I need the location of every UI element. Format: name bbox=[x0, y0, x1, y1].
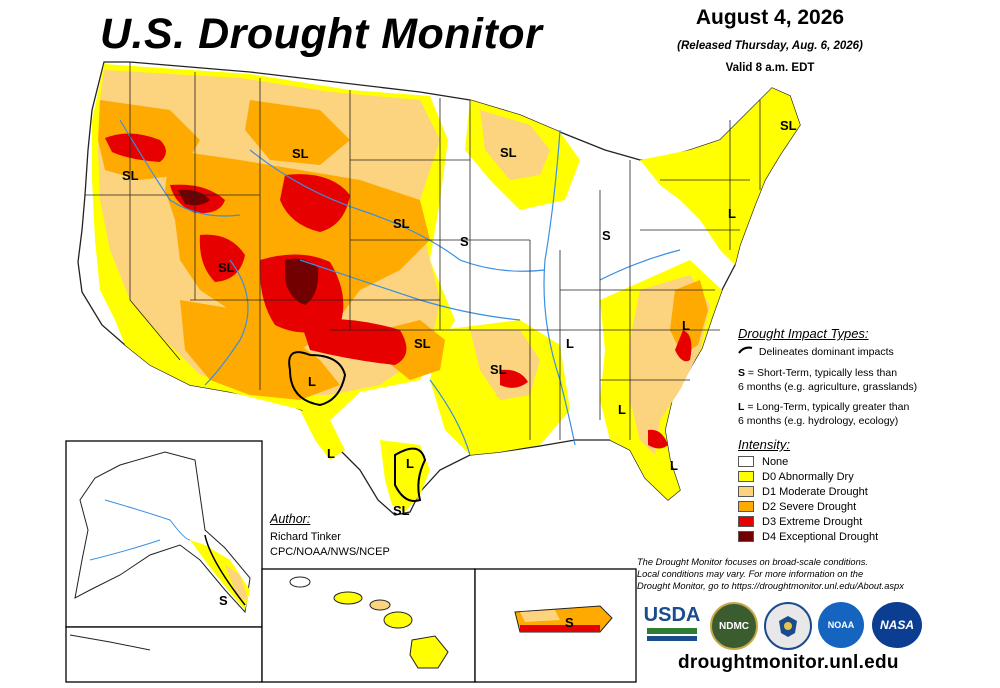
label-s-plains: S bbox=[460, 234, 469, 249]
short-term-key: S bbox=[738, 367, 746, 379]
intensity-legend-item: D1 Moderate Drought bbox=[738, 485, 868, 498]
map-title: U.S. Drought Monitor bbox=[100, 10, 543, 58]
long-term-key: L bbox=[738, 401, 745, 413]
usda-logo: USDA bbox=[643, 602, 701, 644]
intensity-swatch bbox=[738, 501, 754, 512]
label-l-florida: L bbox=[670, 458, 678, 473]
disclaimer-line2: Local conditions may vary. For more info… bbox=[637, 569, 864, 579]
label-sl-oklahoma: SL bbox=[414, 336, 431, 351]
d2-carolina bbox=[670, 280, 708, 355]
d3-florida bbox=[648, 429, 668, 449]
label-l-texas-west: L bbox=[308, 374, 316, 389]
ndmc-logo-text: NDMC bbox=[719, 620, 749, 632]
label-sl-michigan: SL bbox=[500, 145, 517, 160]
intensity-label: D4 Exceptional Drought bbox=[762, 530, 879, 543]
label-l-texas-border: L bbox=[327, 446, 335, 461]
map-date: August 4, 2026 bbox=[695, 6, 845, 29]
site-url[interactable]: droughtmonitor.unl.edu bbox=[678, 652, 899, 673]
impact-delineate-text: Delineates dominant impacts bbox=[758, 346, 894, 358]
intensity-swatch bbox=[738, 456, 754, 467]
intensity-label: D3 Extreme Drought bbox=[762, 515, 863, 528]
d3-areas bbox=[105, 133, 692, 449]
impact-line-icon bbox=[738, 345, 756, 359]
intensity-legend-item: D3 Extreme Drought bbox=[738, 515, 862, 528]
label-sl-oregon: SL bbox=[122, 168, 139, 183]
impact-labels: SL SL SL S SL SL SL L L L SL SL S SL L L… bbox=[122, 118, 797, 518]
d0-texas-coast bbox=[380, 440, 430, 512]
d1-great-lakes bbox=[480, 110, 550, 180]
puerto-rico-map: S bbox=[514, 605, 613, 633]
label-sl-arkansas: SL bbox=[490, 362, 507, 377]
noaa-logo: NOAA bbox=[818, 602, 864, 648]
long-term-text2: 6 months (e.g. hydrology, ecology) bbox=[738, 415, 899, 427]
disclaimer-line3: Drought Monitor, go to https://droughtmo… bbox=[637, 581, 904, 591]
impact-short-term: S = Short-Term, typically less than 6 mo… bbox=[738, 366, 917, 394]
author-org: CPC/NOAA/NWS/NCEP bbox=[270, 546, 390, 558]
d3-carolina-coast bbox=[675, 330, 692, 362]
author-title: Author: bbox=[270, 512, 311, 526]
d3-wyoming bbox=[280, 174, 350, 232]
d3-nevada bbox=[199, 234, 245, 282]
label-sl-dakotas: SL bbox=[393, 216, 410, 231]
label-l-northeast: L bbox=[728, 206, 736, 221]
valid-time: Valid 8 a.m. EDT bbox=[725, 62, 815, 74]
intensity-swatch bbox=[738, 486, 754, 497]
intensity-swatch bbox=[738, 531, 754, 542]
intensity-label: D0 Abnormally Dry bbox=[762, 470, 854, 483]
state-boundaries bbox=[85, 62, 761, 440]
impact-types-title: Drought Impact Types: bbox=[738, 326, 869, 341]
d2-montana bbox=[245, 100, 350, 165]
usda-logo-text: USDA bbox=[643, 604, 701, 626]
doc-seal-logo bbox=[764, 602, 812, 650]
nasa-logo: NASA bbox=[872, 602, 922, 648]
d0-texas-west bbox=[300, 410, 345, 460]
release-date: (Released Thursday, Aug. 6, 2026) bbox=[677, 40, 863, 52]
impact-long-term: L = Long-Term, typically greater than 6 … bbox=[738, 400, 909, 428]
alaska-map: S bbox=[69, 451, 251, 651]
d4-areas bbox=[178, 189, 319, 305]
intensity-legend-item: D0 Abnormally Dry bbox=[738, 470, 854, 483]
label-s-puerto-rico: S bbox=[565, 615, 574, 630]
author-name: Richard Tinker bbox=[270, 531, 341, 543]
intensity-label: None bbox=[762, 455, 789, 468]
ndmc-logo: NDMC bbox=[710, 602, 758, 650]
label-sl-nevada: SL bbox=[218, 260, 235, 275]
short-term-text: = Short-Term, typically less than bbox=[745, 367, 898, 379]
intensity-legend-item: None bbox=[738, 455, 788, 468]
intensity-legend-item: D2 Severe Drought bbox=[738, 500, 856, 513]
d4-idaho bbox=[178, 189, 210, 206]
intensity-label: D1 Moderate Drought bbox=[762, 485, 868, 498]
d3-oregon bbox=[105, 133, 166, 162]
intensity-swatch bbox=[738, 471, 754, 482]
rivers bbox=[119, 119, 681, 456]
intensity-label: D2 Severe Drought bbox=[762, 500, 857, 513]
label-l-alabama: L bbox=[618, 402, 626, 417]
short-term-text2: 6 months (e.g. agriculture, grasslands) bbox=[738, 381, 918, 393]
disclaimer: The Drought Monitor focuses on broad-sca… bbox=[637, 556, 937, 592]
label-s-ohio: S bbox=[602, 228, 611, 243]
d3-arkansas bbox=[500, 369, 528, 388]
label-l-texas-coast: L bbox=[406, 456, 414, 471]
alaska-aleutian-frame bbox=[65, 626, 263, 683]
noaa-logo-text: NOAA bbox=[827, 620, 855, 630]
label-sl-texas-south: SL bbox=[393, 503, 410, 518]
nasa-logo-text: NASA bbox=[879, 618, 914, 632]
impact-lines bbox=[288, 351, 427, 502]
impact-delineate-row: Delineates dominant impacts bbox=[738, 345, 894, 359]
intensity-title: Intensity: bbox=[738, 437, 791, 452]
label-s-alaska: S bbox=[219, 593, 228, 608]
intensity-legend-item: D4 Exceptional Drought bbox=[738, 530, 878, 543]
label-l-carolinas: L bbox=[682, 318, 690, 333]
disclaimer-line1: The Drought Monitor focuses on broad-sca… bbox=[637, 557, 868, 567]
label-l-mississippi: L bbox=[566, 336, 574, 351]
label-sl-montana: SL bbox=[292, 146, 309, 161]
d4-colorado bbox=[285, 258, 319, 305]
long-term-text: = Long-Term, typically greater than bbox=[744, 401, 910, 413]
hawaii-map bbox=[289, 576, 449, 669]
label-sl-maine: SL bbox=[780, 118, 797, 133]
intensity-swatch bbox=[738, 516, 754, 527]
